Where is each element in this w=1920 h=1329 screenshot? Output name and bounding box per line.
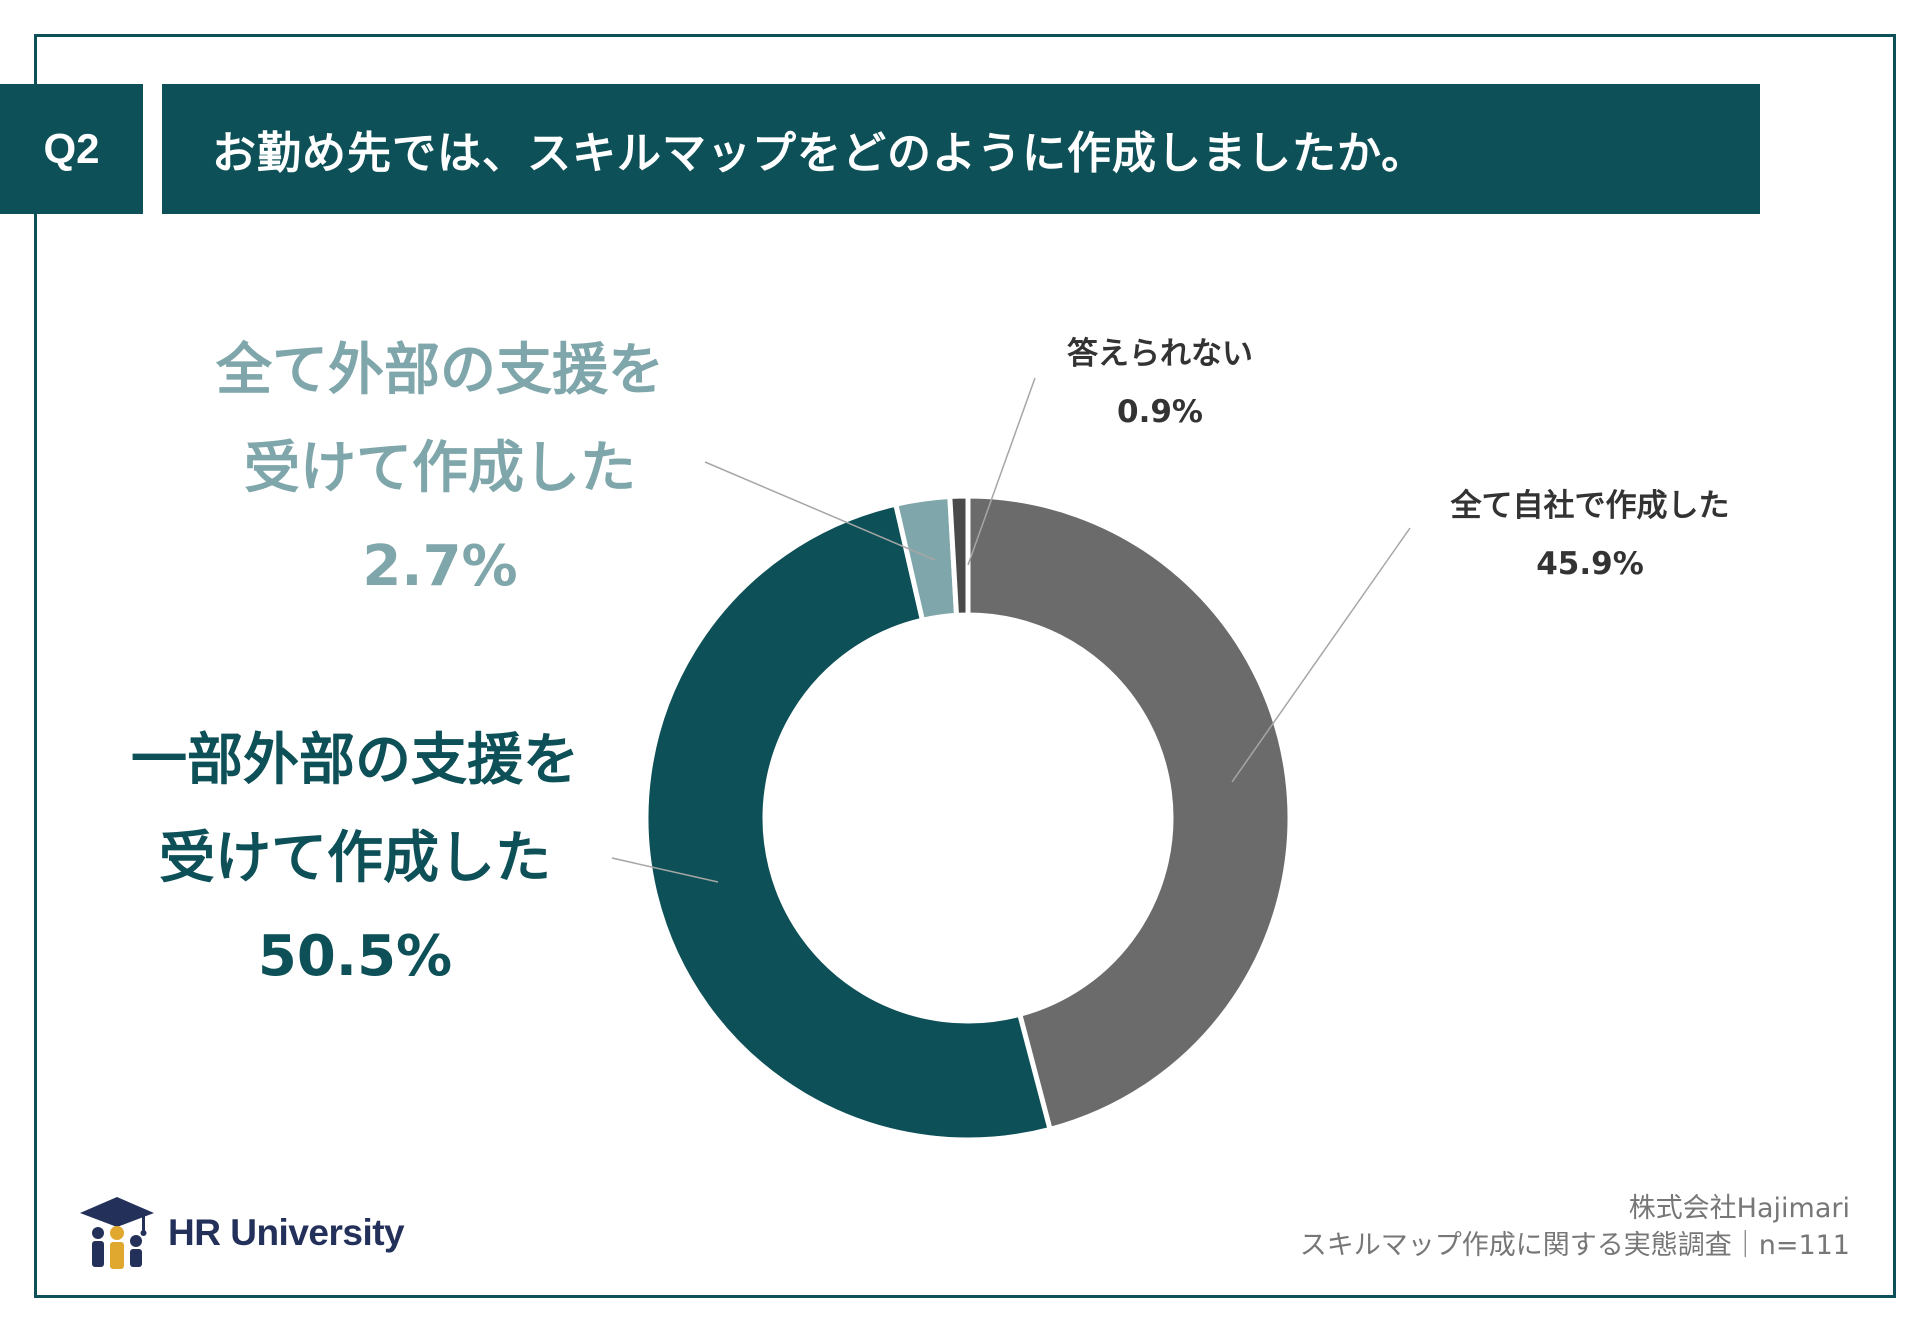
label-external-support: 全て外部の支援を 受けて作成した 2.7% [170, 322, 710, 616]
slice-all-inhouse [965, 493, 1293, 1133]
leader-line-cannot-answer [967, 377, 1036, 566]
label-inhouse-pct: 45.9% [1536, 546, 1644, 582]
hr-university-logo: HR University [78, 1195, 405, 1270]
leader-line-inhouse [1231, 527, 1411, 783]
label-external-pct: 2.7% [362, 534, 518, 599]
logo-text: HR University [168, 1211, 405, 1253]
source-credit: 株式会社Hajimari スキルマップ作成に関する実態調査｜n=111 [1300, 1190, 1850, 1264]
label-unknown-line1: 答えられない [1067, 336, 1253, 372]
slice-cannot-answer [947, 493, 971, 618]
question-title: お勤め先では、スキルマップをどのように作成しましたか。 [212, 128, 1427, 179]
question-title-bar: お勤め先では、スキルマップをどのように作成しましたか。 [162, 84, 1760, 214]
credit-company: 株式会社Hajimari [1628, 1193, 1850, 1224]
leader-line-external [704, 461, 936, 561]
label-unknown-pct: 0.9% [1117, 394, 1203, 430]
label-partial-line2: 受けて作成した [159, 826, 551, 891]
label-all-inhouse: 全て自社で作成した 45.9% [1400, 477, 1780, 593]
leader-line-partial [611, 857, 719, 883]
slice-partial-support [643, 501, 1054, 1143]
label-partial-pct: 50.5% [257, 924, 453, 989]
credit-survey: スキルマップ作成に関する実態調査｜n=111 [1299, 1230, 1850, 1261]
label-partial-support: 一部外部の支援を 受けて作成した 50.5% [95, 712, 615, 1006]
slide-frame [34, 34, 1896, 1298]
label-partial-line1: 一部外部の支援を [131, 728, 579, 793]
label-cannot-answer: 答えられない 0.9% [1000, 325, 1320, 441]
graduation-cap-people-icon [80, 1197, 154, 1269]
label-external-line1: 全て外部の支援を [216, 338, 664, 403]
question-number-badge: Q2 [0, 84, 143, 214]
label-external-line2: 受けて作成した [244, 436, 636, 501]
label-inhouse-line1: 全て自社で作成した [1450, 488, 1730, 524]
